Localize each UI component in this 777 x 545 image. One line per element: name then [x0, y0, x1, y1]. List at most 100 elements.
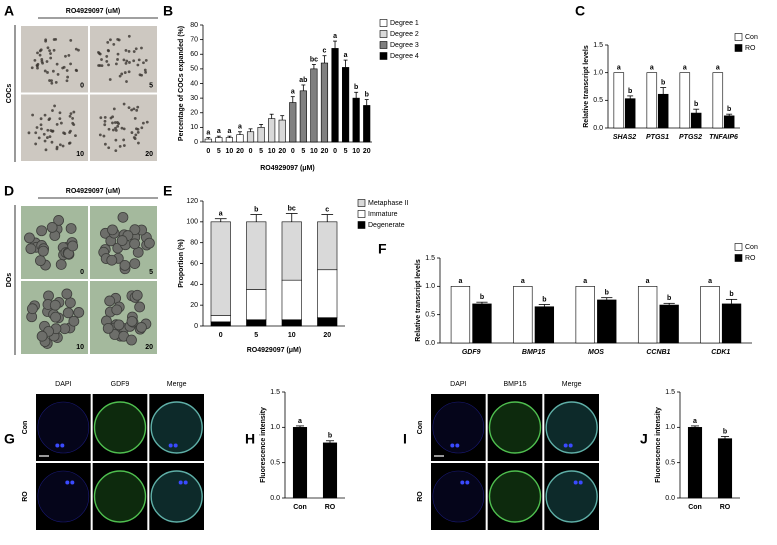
y-axis-title: Proportion (%)	[178, 239, 185, 288]
significance-letter: b	[605, 290, 609, 297]
coc	[112, 43, 116, 46]
coc	[144, 70, 147, 74]
oocyte	[545, 401, 598, 454]
oocyte	[36, 330, 48, 342]
y-tick-label: 0.0	[425, 340, 435, 347]
coc	[108, 78, 112, 81]
oocyte	[432, 470, 485, 523]
coc	[102, 134, 106, 138]
bar	[657, 93, 669, 129]
oocyte	[111, 304, 123, 316]
y-axis-title: Fluorescence intensity	[655, 407, 662, 483]
coc	[40, 60, 44, 63]
row-label: DOs	[6, 273, 13, 288]
coc	[117, 122, 120, 126]
bar	[687, 427, 703, 499]
legend-label: Con	[745, 244, 758, 251]
bar	[717, 438, 733, 499]
significance-letter: b	[480, 294, 484, 301]
significance-letter: b	[729, 291, 733, 298]
coc	[122, 102, 126, 106]
coc	[132, 59, 136, 63]
oocyte	[37, 470, 90, 523]
bar	[281, 221, 302, 281]
nucleus	[65, 480, 70, 485]
coc	[74, 47, 78, 51]
coc	[135, 127, 138, 131]
legend-label: Degenerate	[368, 222, 405, 229]
x-tick-label: 5	[301, 148, 305, 155]
coc	[31, 113, 35, 117]
legend-label: Degree 4	[390, 53, 419, 60]
coc	[65, 79, 69, 83]
coc	[109, 38, 112, 42]
nucleus	[183, 480, 188, 485]
dose-label: 10	[76, 344, 84, 351]
bar	[246, 221, 267, 290]
dose-label: 5	[149, 82, 153, 89]
coc	[40, 127, 43, 131]
row-label: Con	[417, 421, 424, 435]
legend-swatch	[379, 52, 388, 60]
legend-label: RO	[745, 255, 756, 262]
bar	[204, 138, 212, 143]
bar	[679, 72, 691, 129]
coc	[77, 48, 80, 52]
y-tick-label: 80	[190, 240, 198, 247]
coc	[122, 58, 126, 62]
y-axis-title: Percentage of COCs expanded (%)	[178, 26, 185, 141]
y-tick-label: 1.0	[593, 70, 603, 77]
significance-letter: c	[323, 48, 327, 55]
significance-letter: b	[661, 79, 665, 86]
bar	[257, 127, 265, 143]
coc	[44, 148, 48, 152]
coc	[114, 62, 118, 66]
coc	[56, 72, 60, 76]
coc	[127, 70, 131, 74]
oocyte	[131, 289, 143, 301]
x-tick-label: 20	[278, 148, 286, 155]
coc	[107, 146, 111, 150]
significance-letter: a	[333, 33, 337, 40]
coc	[105, 55, 109, 58]
coc	[140, 73, 143, 77]
dose-label: 0	[80, 269, 84, 276]
bar	[236, 134, 244, 143]
legend-swatch	[357, 221, 366, 229]
x-tick-label: Con	[293, 504, 307, 511]
significance-letter: a	[693, 418, 697, 425]
coc	[69, 129, 72, 133]
coc	[39, 123, 43, 127]
x-tick-label: CCNB1	[646, 349, 670, 356]
legend-label: Degree 1	[390, 20, 419, 27]
coc	[46, 136, 49, 139]
significance-letter: b	[727, 106, 731, 113]
coc	[105, 60, 109, 63]
coc	[103, 123, 107, 127]
y-tick-label: 1.5	[665, 389, 675, 396]
bar	[289, 102, 297, 143]
bar	[659, 304, 679, 344]
coc	[125, 59, 129, 63]
coc	[136, 105, 140, 109]
x-tick-label: 20	[236, 148, 244, 155]
y-tick-label: 1.0	[270, 424, 280, 431]
coc	[113, 121, 117, 124]
oocyte	[432, 401, 485, 454]
coc	[45, 60, 49, 63]
nucleus	[465, 480, 470, 485]
oocyte	[27, 303, 38, 315]
coc	[55, 145, 59, 149]
x-axis-title: RO4929097 (μM)	[260, 165, 314, 172]
coc	[55, 62, 59, 66]
coc	[114, 126, 117, 130]
x-tick-label: 5	[344, 148, 348, 155]
coc	[44, 38, 48, 42]
nucleus	[568, 443, 573, 448]
oocyte	[61, 288, 73, 300]
coc	[136, 63, 140, 67]
significance-letter: a	[646, 278, 650, 285]
x-tick-label: 0	[206, 148, 210, 155]
coc	[123, 71, 127, 74]
